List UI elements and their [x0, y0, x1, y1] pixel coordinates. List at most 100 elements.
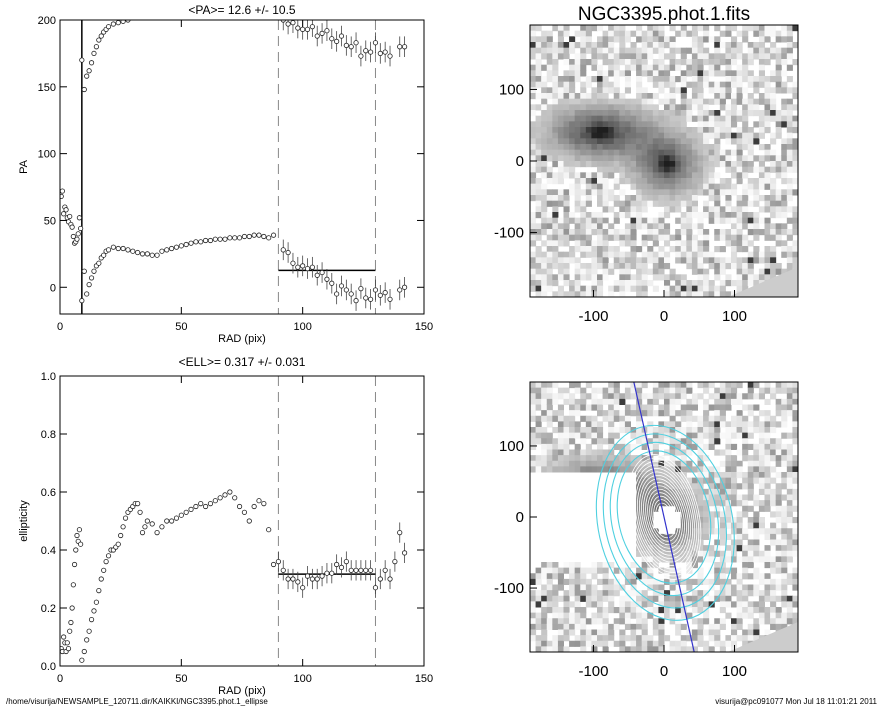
image-pixel: [530, 223, 537, 230]
contour-pixel: [775, 410, 782, 417]
image-pixel: [781, 70, 788, 77]
image-pixel: [580, 178, 587, 185]
image-pixel: [602, 217, 609, 224]
image-pixel: [652, 64, 659, 71]
contour-pixel: [546, 415, 553, 422]
contour-pixel: [764, 410, 771, 417]
ell-data-point: [285, 576, 291, 582]
image-pixel: [546, 121, 553, 128]
image-pixel: [714, 25, 721, 32]
contour-pixel: [736, 421, 743, 428]
contour-pixel: [557, 573, 564, 580]
contour-pixel: [764, 590, 771, 597]
image-pixel: [731, 206, 738, 213]
image-pixel: [680, 183, 687, 190]
pa-data-point: [329, 280, 335, 286]
contour-pixel: [569, 432, 576, 439]
image-pixel: [541, 161, 548, 168]
image-pixel: [647, 110, 654, 117]
image-pixel: [686, 115, 693, 122]
contour-pixel: [775, 612, 782, 619]
pa-y-tick-label: 150: [38, 82, 56, 94]
image-pixel: [758, 206, 765, 213]
contour-pixel: [753, 449, 760, 456]
contour-pixel: [703, 500, 710, 507]
image-pixel: [742, 36, 749, 43]
image-pixel: [597, 240, 604, 247]
contour-pixel: [764, 421, 771, 428]
contour-pixel: [775, 472, 782, 479]
image-pixel: [585, 223, 592, 230]
contour-pixel: [686, 646, 693, 652]
image-pixel: [764, 36, 771, 43]
image-pixel: [770, 257, 777, 264]
image-pixel: [647, 189, 654, 196]
contour-pixel: [675, 398, 682, 405]
image-pixel: [691, 234, 698, 241]
contour-pixel: [742, 404, 749, 411]
image-pixel: [708, 53, 715, 60]
contour-pixel: [792, 421, 798, 428]
image-pixel: [781, 212, 788, 219]
contour-pixel: [647, 421, 654, 428]
ell-x-axis-label: RAD (pix): [218, 685, 266, 697]
image-pixel: [585, 246, 592, 253]
image-pixel: [557, 81, 564, 88]
image-pixel: [630, 30, 637, 37]
image-pixel: [753, 42, 760, 49]
image-pixel: [530, 189, 537, 196]
image-pixel: [647, 104, 654, 111]
image-x-tick-label: -100: [578, 308, 608, 325]
contour-pixel: [557, 640, 564, 647]
contour-pixel: [736, 635, 743, 642]
contour-pixel: [781, 410, 788, 417]
image-pixel: [708, 36, 715, 43]
contour-pixel: [574, 635, 581, 642]
image-pixel: [630, 285, 637, 292]
image-pixel: [725, 76, 732, 83]
pa-data-point: [203, 237, 209, 244]
contour-pixel: [758, 522, 765, 529]
image-pixel: [619, 104, 626, 111]
image-pixel: [574, 280, 581, 287]
image-pixel: [608, 121, 615, 128]
contour-pixel: [624, 455, 631, 462]
contour-pixel: [569, 404, 576, 411]
image-pixel: [557, 98, 564, 105]
pa-data-point: [285, 249, 291, 256]
image-pixel: [703, 81, 710, 88]
image-pixel: [786, 53, 793, 60]
ell-data-point: [203, 503, 209, 510]
contour-pixel: [652, 584, 659, 591]
contour-pixel: [636, 623, 643, 630]
contour-pixel: [580, 404, 587, 411]
pa-data-point: [295, 264, 301, 270]
image-pixel: [552, 47, 559, 54]
image-pixel: [608, 155, 615, 162]
image-pixel: [725, 138, 732, 145]
ell-y-tick-label: 0.2: [41, 603, 56, 615]
contour-pixel: [714, 415, 721, 422]
image-pixel: [691, 149, 698, 156]
contour-pixel: [753, 472, 760, 479]
contour-pixel: [736, 472, 743, 479]
contour-pixel: [530, 438, 537, 445]
image-pixel: [708, 115, 715, 122]
contour-pixel: [563, 607, 570, 614]
contour-pixel: [602, 455, 609, 462]
image-pixel: [541, 212, 548, 219]
pa-data-point: [232, 235, 238, 241]
image-pixel: [680, 161, 687, 168]
image-pixel: [714, 87, 721, 94]
contour-pixel: [613, 415, 620, 422]
image-pixel: [753, 246, 760, 253]
image-pixel: [624, 70, 631, 77]
image-pixel: [530, 268, 537, 275]
image-pixel: [619, 121, 626, 128]
image-pixel: [786, 132, 793, 139]
contour-pixel: [641, 590, 648, 597]
image-pixel: [641, 257, 648, 264]
contour-pixel: [786, 601, 793, 608]
contour-pixel: [747, 562, 754, 569]
image-pixel: [675, 291, 682, 297]
